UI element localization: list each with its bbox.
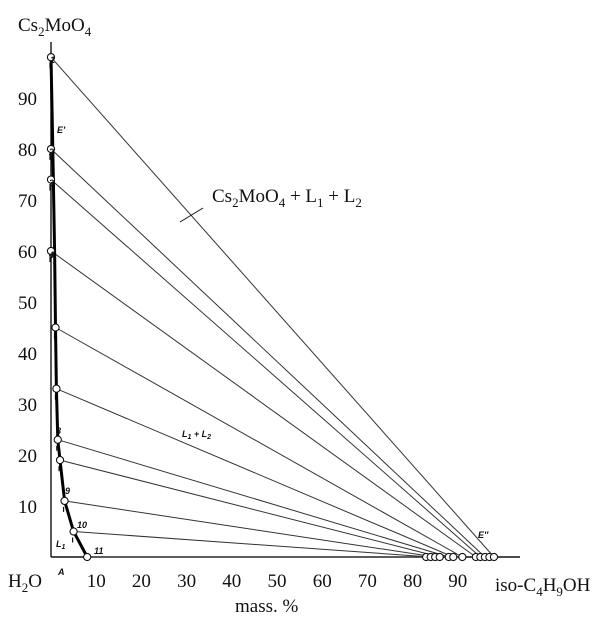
tie-line-7 bbox=[57, 439, 449, 558]
y-tick-label: 40 bbox=[18, 344, 37, 365]
y-tick-labels: 10 20 30 40 50 60 70 80 90 bbox=[18, 89, 37, 518]
composition-point bbox=[83, 552, 92, 562]
corner-label-top: Cs2MoO4 bbox=[18, 15, 92, 39]
y-tick-label: 50 bbox=[18, 293, 37, 314]
point-label-E1: E′ bbox=[57, 125, 66, 135]
x-tick-label: 20 bbox=[132, 571, 151, 592]
point-label-2: 2 bbox=[48, 147, 54, 157]
corner-label-left: H2O bbox=[8, 571, 42, 595]
point-label-11: 11 bbox=[94, 546, 103, 556]
y-tick-label: 10 bbox=[18, 497, 37, 518]
composition-point bbox=[435, 552, 444, 562]
composition-point bbox=[46, 144, 56, 154]
x-tick-label: 70 bbox=[358, 571, 377, 592]
y-tick-label: 90 bbox=[18, 89, 37, 110]
y-tick-label: 20 bbox=[18, 446, 37, 467]
x-tick-label: 80 bbox=[403, 571, 422, 592]
tie-line-8 bbox=[59, 459, 440, 558]
tie-line-1 bbox=[50, 56, 495, 558]
point-label-1: 1 bbox=[50, 55, 55, 65]
x-tick-label: 90 bbox=[448, 571, 467, 592]
tie-lines bbox=[50, 56, 495, 558]
composition-point bbox=[46, 53, 56, 62]
region-label-two-phase: L1 + L2 bbox=[182, 429, 211, 441]
point-label-E2: E″ bbox=[478, 530, 489, 540]
region-label-liquid: L1 bbox=[56, 539, 66, 551]
composition-points bbox=[46, 53, 499, 562]
tie-line-6 bbox=[56, 388, 454, 558]
composition-point bbox=[60, 496, 69, 506]
x-tick-label: 30 bbox=[177, 571, 196, 592]
composition-point bbox=[489, 552, 499, 562]
composition-point bbox=[449, 552, 458, 562]
composition-point bbox=[46, 246, 56, 256]
x-tick-label: 10 bbox=[87, 571, 106, 592]
tie-line-2 bbox=[50, 148, 486, 558]
y-tick-label: 80 bbox=[18, 140, 37, 161]
composition-point bbox=[458, 552, 467, 562]
point-label-10: 10 bbox=[77, 520, 87, 530]
region-label-three-phase: Cs2MoO4 + L1 + L2 bbox=[212, 186, 362, 210]
point-label-9: 9 bbox=[65, 486, 70, 496]
composition-point bbox=[53, 435, 62, 444]
y-tick-label: 60 bbox=[18, 242, 37, 263]
tie-line-9 bbox=[64, 500, 436, 558]
tie-line-10 bbox=[73, 531, 431, 558]
composition-point bbox=[55, 455, 65, 465]
point-label-3: 3 bbox=[49, 178, 54, 188]
corner-label-right: iso-C4H9OH bbox=[495, 575, 591, 599]
tie-line-3 bbox=[50, 179, 481, 558]
region-label-leader bbox=[179, 207, 204, 223]
composition-point bbox=[51, 323, 60, 332]
y-tick-label: 70 bbox=[18, 191, 37, 212]
x-tick-labels: 10 20 30 40 50 60 70 80 90 bbox=[87, 571, 468, 592]
composition-point bbox=[52, 384, 61, 393]
y-tick-label: 30 bbox=[18, 395, 37, 416]
x-tick-label: 40 bbox=[222, 571, 241, 592]
x-tick-label: 60 bbox=[313, 571, 332, 592]
point-label-A: A bbox=[57, 567, 65, 577]
point-label-4: 4 bbox=[48, 250, 54, 260]
point-label-8: 8 bbox=[56, 426, 61, 436]
composition-point bbox=[69, 527, 78, 536]
tie-line-5 bbox=[55, 327, 463, 558]
x-tick-label: 50 bbox=[268, 571, 287, 592]
binodal-curve bbox=[49, 57, 89, 558]
composition-point bbox=[46, 175, 56, 184]
x-axis-title: mass. % bbox=[235, 596, 299, 617]
tie-line-4 bbox=[50, 250, 477, 558]
